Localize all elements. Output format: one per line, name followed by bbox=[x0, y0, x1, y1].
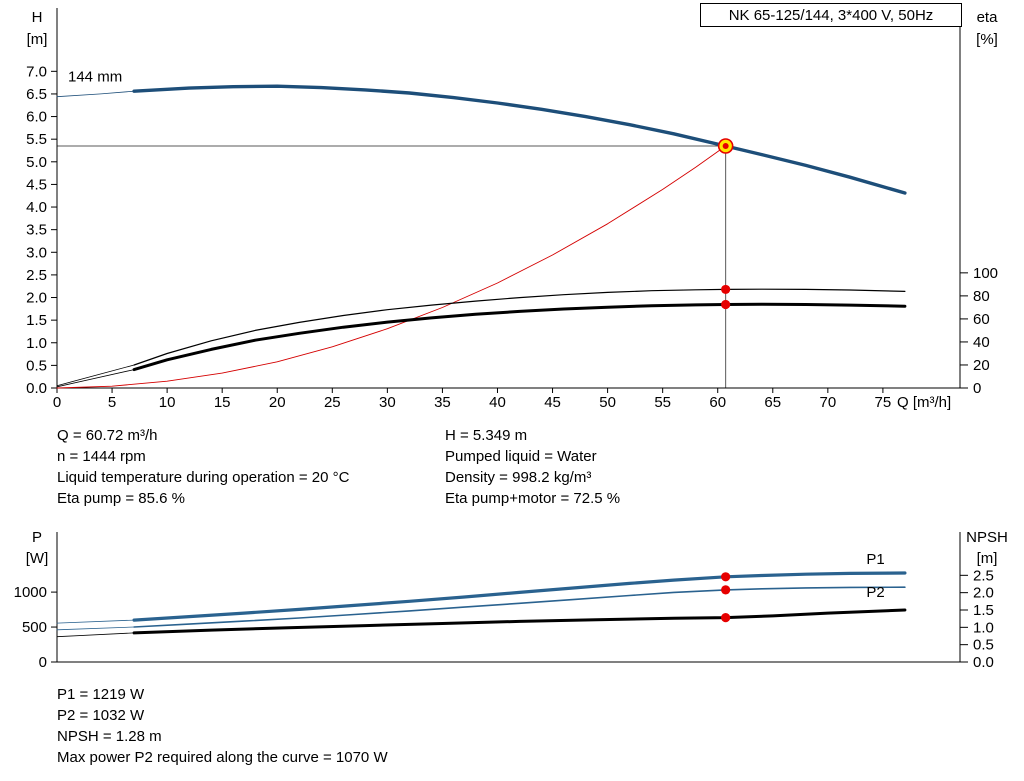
right-axis-name: eta bbox=[977, 9, 999, 26]
duty-point-marker-center bbox=[722, 143, 729, 150]
right-axis-unit: [m] bbox=[977, 550, 998, 567]
right-tick-label: 0.5 bbox=[973, 637, 994, 654]
x-tick-label: 10 bbox=[159, 394, 176, 411]
eta-pump-curve bbox=[133, 288, 906, 366]
info-head: H = 5.349 m bbox=[445, 427, 528, 444]
right-tick-label: 2.5 bbox=[973, 567, 994, 584]
p1-curve bbox=[132, 571, 907, 622]
x-tick-label: 40 bbox=[489, 394, 506, 411]
head-curve-144mm-lead bbox=[56, 90, 135, 98]
duty-dot-p2 bbox=[721, 585, 731, 595]
left-tick-label: 1.5 bbox=[26, 312, 47, 329]
left-tick-label: 0 bbox=[39, 654, 47, 671]
eta-pump-motor-curve-lead bbox=[56, 369, 135, 388]
p1-curve-lead bbox=[56, 619, 135, 624]
head-curve-144mm bbox=[132, 84, 907, 195]
x-tick-label: 70 bbox=[819, 394, 836, 411]
info-npsh: NPSH = 1.28 m bbox=[57, 728, 162, 745]
info-temperature: Liquid temperature during operation = 20… bbox=[57, 469, 350, 486]
duty-info-right: H = 5.349 m Pumped liquid = Water Densit… bbox=[445, 425, 620, 509]
info-p2: P2 = 1032 W bbox=[57, 707, 145, 724]
npsh-curve bbox=[132, 608, 907, 635]
info-p1: P1 = 1219 W bbox=[57, 686, 145, 703]
p2-curve bbox=[133, 586, 906, 628]
info-liquid: Pumped liquid = Water bbox=[445, 448, 597, 465]
duty-dot-p1 bbox=[721, 572, 731, 582]
left-axis-unit: [W] bbox=[26, 550, 49, 567]
right-tick-label: 0 bbox=[973, 380, 981, 397]
left-tick-label: 0.5 bbox=[26, 357, 47, 374]
eta-pump-motor-curve bbox=[132, 302, 907, 372]
p1-curve-label: P1 bbox=[866, 551, 884, 568]
left-tick-label: 3.5 bbox=[26, 222, 47, 239]
left-tick-label: 5.0 bbox=[26, 154, 47, 171]
x-tick-label: 60 bbox=[709, 394, 726, 411]
duty-info-left: Q = 60.72 m³/h n = 1444 rpm Liquid tempe… bbox=[57, 425, 349, 509]
x-tick-label: 15 bbox=[214, 394, 231, 411]
info-flow: Q = 60.72 m³/h bbox=[57, 427, 158, 444]
duty-dot-npsh bbox=[721, 613, 731, 623]
x-tick-label: 20 bbox=[269, 394, 286, 411]
pump-title: NK 65-125/144, 3*400 V, 50Hz bbox=[728, 6, 934, 24]
duty-dot-eta-pump bbox=[721, 284, 731, 295]
npsh-curve-lead bbox=[56, 632, 135, 638]
p2-curve-lead bbox=[56, 626, 135, 631]
right-tick-label: 0.0 bbox=[973, 654, 994, 671]
x-tick-label: 35 bbox=[434, 394, 451, 411]
duty-dot-eta-pump-motor bbox=[721, 299, 731, 310]
left-tick-label: 7.0 bbox=[26, 63, 47, 80]
left-tick-label: 5.5 bbox=[26, 131, 47, 148]
left-tick-label: 2.0 bbox=[26, 290, 47, 307]
left-tick-label: 500 bbox=[22, 619, 47, 636]
x-tick-label: 55 bbox=[654, 394, 671, 411]
right-tick-label: 1.0 bbox=[973, 619, 994, 636]
right-tick-label: 1.5 bbox=[973, 602, 994, 619]
right-tick-label: 20 bbox=[973, 357, 990, 374]
left-tick-label: 6.5 bbox=[26, 86, 47, 103]
x-tick-label: 5 bbox=[108, 394, 116, 411]
x-tick-label: 45 bbox=[544, 394, 561, 411]
impeller-size-label: 144 mm bbox=[68, 68, 122, 85]
right-axis-unit: [%] bbox=[976, 31, 998, 48]
right-tick-label: 80 bbox=[973, 288, 990, 305]
x-tick-label: 65 bbox=[764, 394, 781, 411]
x-tick-label: 75 bbox=[875, 394, 892, 411]
left-tick-label: 4.0 bbox=[26, 199, 47, 216]
eta-pump-curve-lead bbox=[56, 364, 135, 387]
left-tick-label: 2.5 bbox=[26, 267, 47, 284]
p2-curve-label: P2 bbox=[866, 584, 884, 601]
power-npsh-plot: 0 500 1000 0.00.51.01.52.02.5 P [W] NPSH [m] P1 P… bbox=[14, 529, 1008, 671]
right-tick-label: 100 bbox=[973, 265, 998, 282]
right-axis-name: NPSH bbox=[966, 529, 1008, 546]
qh-eta-plot: 0.0 0.5 1.0 1.5 2.0 2.5 3.0 3.5 4.0 4.5 5.0 5.5 6.0 6… bbox=[26, 8, 998, 411]
left-tick-label: 0.0 bbox=[26, 380, 47, 397]
x-tick-label: 50 bbox=[599, 394, 616, 411]
info-eta-pump-motor: Eta pump+motor = 72.5 % bbox=[445, 490, 621, 507]
left-tick-label: 3.0 bbox=[26, 244, 47, 261]
pump-title-box: NK 65-125/144, 3*400 V, 50Hz bbox=[700, 3, 962, 27]
right-tick-label: 2.0 bbox=[973, 585, 994, 602]
right-tick-label: 40 bbox=[973, 334, 990, 351]
left-axis-name: H bbox=[32, 9, 43, 26]
right-tick-label: 60 bbox=[973, 311, 990, 328]
left-axis-unit: [m] bbox=[27, 31, 48, 48]
left-tick-label: 1000 bbox=[14, 584, 47, 601]
x-tick-label: 30 bbox=[379, 394, 396, 411]
x-axis-label: Q [m³/h] bbox=[897, 394, 951, 411]
system-curve bbox=[56, 145, 727, 389]
info-max-p2: Max power P2 required along the curve = … bbox=[57, 749, 388, 766]
info-density: Density = 998.2 kg/m³ bbox=[445, 469, 592, 486]
x-tick-label: 0 bbox=[53, 394, 61, 411]
power-info: P1 = 1219 W P2 = 1032 W NPSH = 1.28 m Ma… bbox=[57, 684, 388, 768]
left-tick-label: 1.0 bbox=[26, 335, 47, 352]
left-tick-label: 4.5 bbox=[26, 176, 47, 193]
x-tick-label: 25 bbox=[324, 394, 341, 411]
left-axis-name: P bbox=[32, 529, 42, 546]
left-tick-label: 6.0 bbox=[26, 109, 47, 126]
info-speed: n = 1444 rpm bbox=[57, 448, 146, 465]
info-eta-pump: Eta pump = 85.6 % bbox=[57, 490, 185, 507]
